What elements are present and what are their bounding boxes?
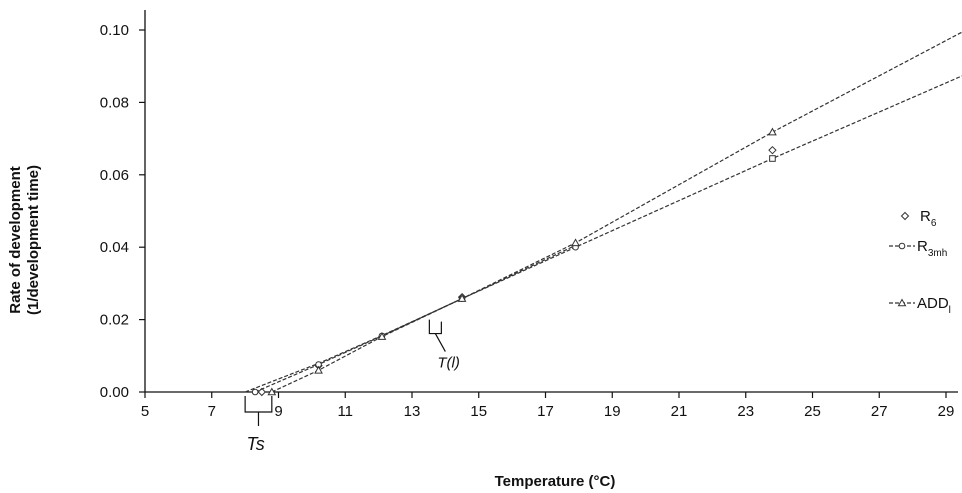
legend-marker xyxy=(897,298,907,307)
legend-item-0: R6 xyxy=(900,208,937,229)
annotation-layer: T(l) Ts xyxy=(244,319,460,454)
extra-line xyxy=(244,244,576,393)
y-axis-title-line-2: (1/development time) xyxy=(25,165,42,315)
x-tick-label: 13 xyxy=(404,403,421,420)
legend-label: ADDl xyxy=(917,295,951,316)
series-line xyxy=(254,75,962,393)
legend-marker xyxy=(898,242,906,250)
x-axis-ticks: 5 7 9 11 13 15 17 19 21 23 25 27 29 xyxy=(141,392,955,420)
y-tick-label: 0.04 xyxy=(100,239,129,256)
ts-label: Ts xyxy=(246,434,264,454)
data-point xyxy=(769,155,776,162)
legend-label: R3mh xyxy=(917,238,947,259)
series-layer xyxy=(244,31,962,397)
x-tick-label: 7 xyxy=(208,403,216,420)
data-point xyxy=(571,238,580,247)
ts-bracket xyxy=(244,396,273,413)
axes xyxy=(144,10,958,393)
x-tick-label: 29 xyxy=(938,403,955,420)
x-tick-label: 11 xyxy=(337,403,353,420)
x-axis-title: Temperature (°C) xyxy=(495,473,616,490)
data-point xyxy=(314,365,323,374)
y-tick-label: 0.00 xyxy=(100,384,129,401)
data-point xyxy=(267,387,277,396)
x-tick-label: 5 xyxy=(141,403,149,420)
series-2 xyxy=(267,31,962,396)
legend-item-2: ADDl xyxy=(889,295,951,316)
y-tick-label: 0.06 xyxy=(100,167,129,184)
data-point xyxy=(768,127,777,136)
y-tick-label: 0.08 xyxy=(100,94,129,111)
legend-label: R6 xyxy=(920,208,937,229)
legend: R6 R3mh ADDl xyxy=(889,208,951,316)
data-point xyxy=(768,145,777,155)
data-point xyxy=(257,387,267,397)
y-axis-title-line-1: Rate of development xyxy=(7,166,24,314)
legend-item-1: R3mh xyxy=(889,238,947,259)
x-tick-label: 19 xyxy=(604,403,621,420)
x-tick-label: 15 xyxy=(470,403,487,420)
data-point xyxy=(377,332,387,340)
legend-marker xyxy=(900,211,910,221)
series-line xyxy=(271,31,962,393)
series-0 xyxy=(257,59,962,397)
y-tick-label: 0.10 xyxy=(100,22,129,39)
x-tick-label: 25 xyxy=(804,403,821,420)
y-tick-label: 0.02 xyxy=(100,312,129,329)
x-tick-label: 17 xyxy=(537,403,554,420)
x-tick-label: 27 xyxy=(871,403,888,420)
tl-bracket xyxy=(428,319,442,335)
y-axis-ticks: 0.00 0.02 0.04 0.06 0.08 0.10 xyxy=(100,22,145,401)
x-tick-label: 21 xyxy=(671,403,688,420)
x-tick-label: 23 xyxy=(737,403,754,420)
x-tick-label: 9 xyxy=(274,403,282,420)
tl-pointer xyxy=(434,333,446,352)
data-point xyxy=(251,388,259,396)
data-point xyxy=(457,294,467,302)
tl-label: T(l) xyxy=(437,355,460,372)
